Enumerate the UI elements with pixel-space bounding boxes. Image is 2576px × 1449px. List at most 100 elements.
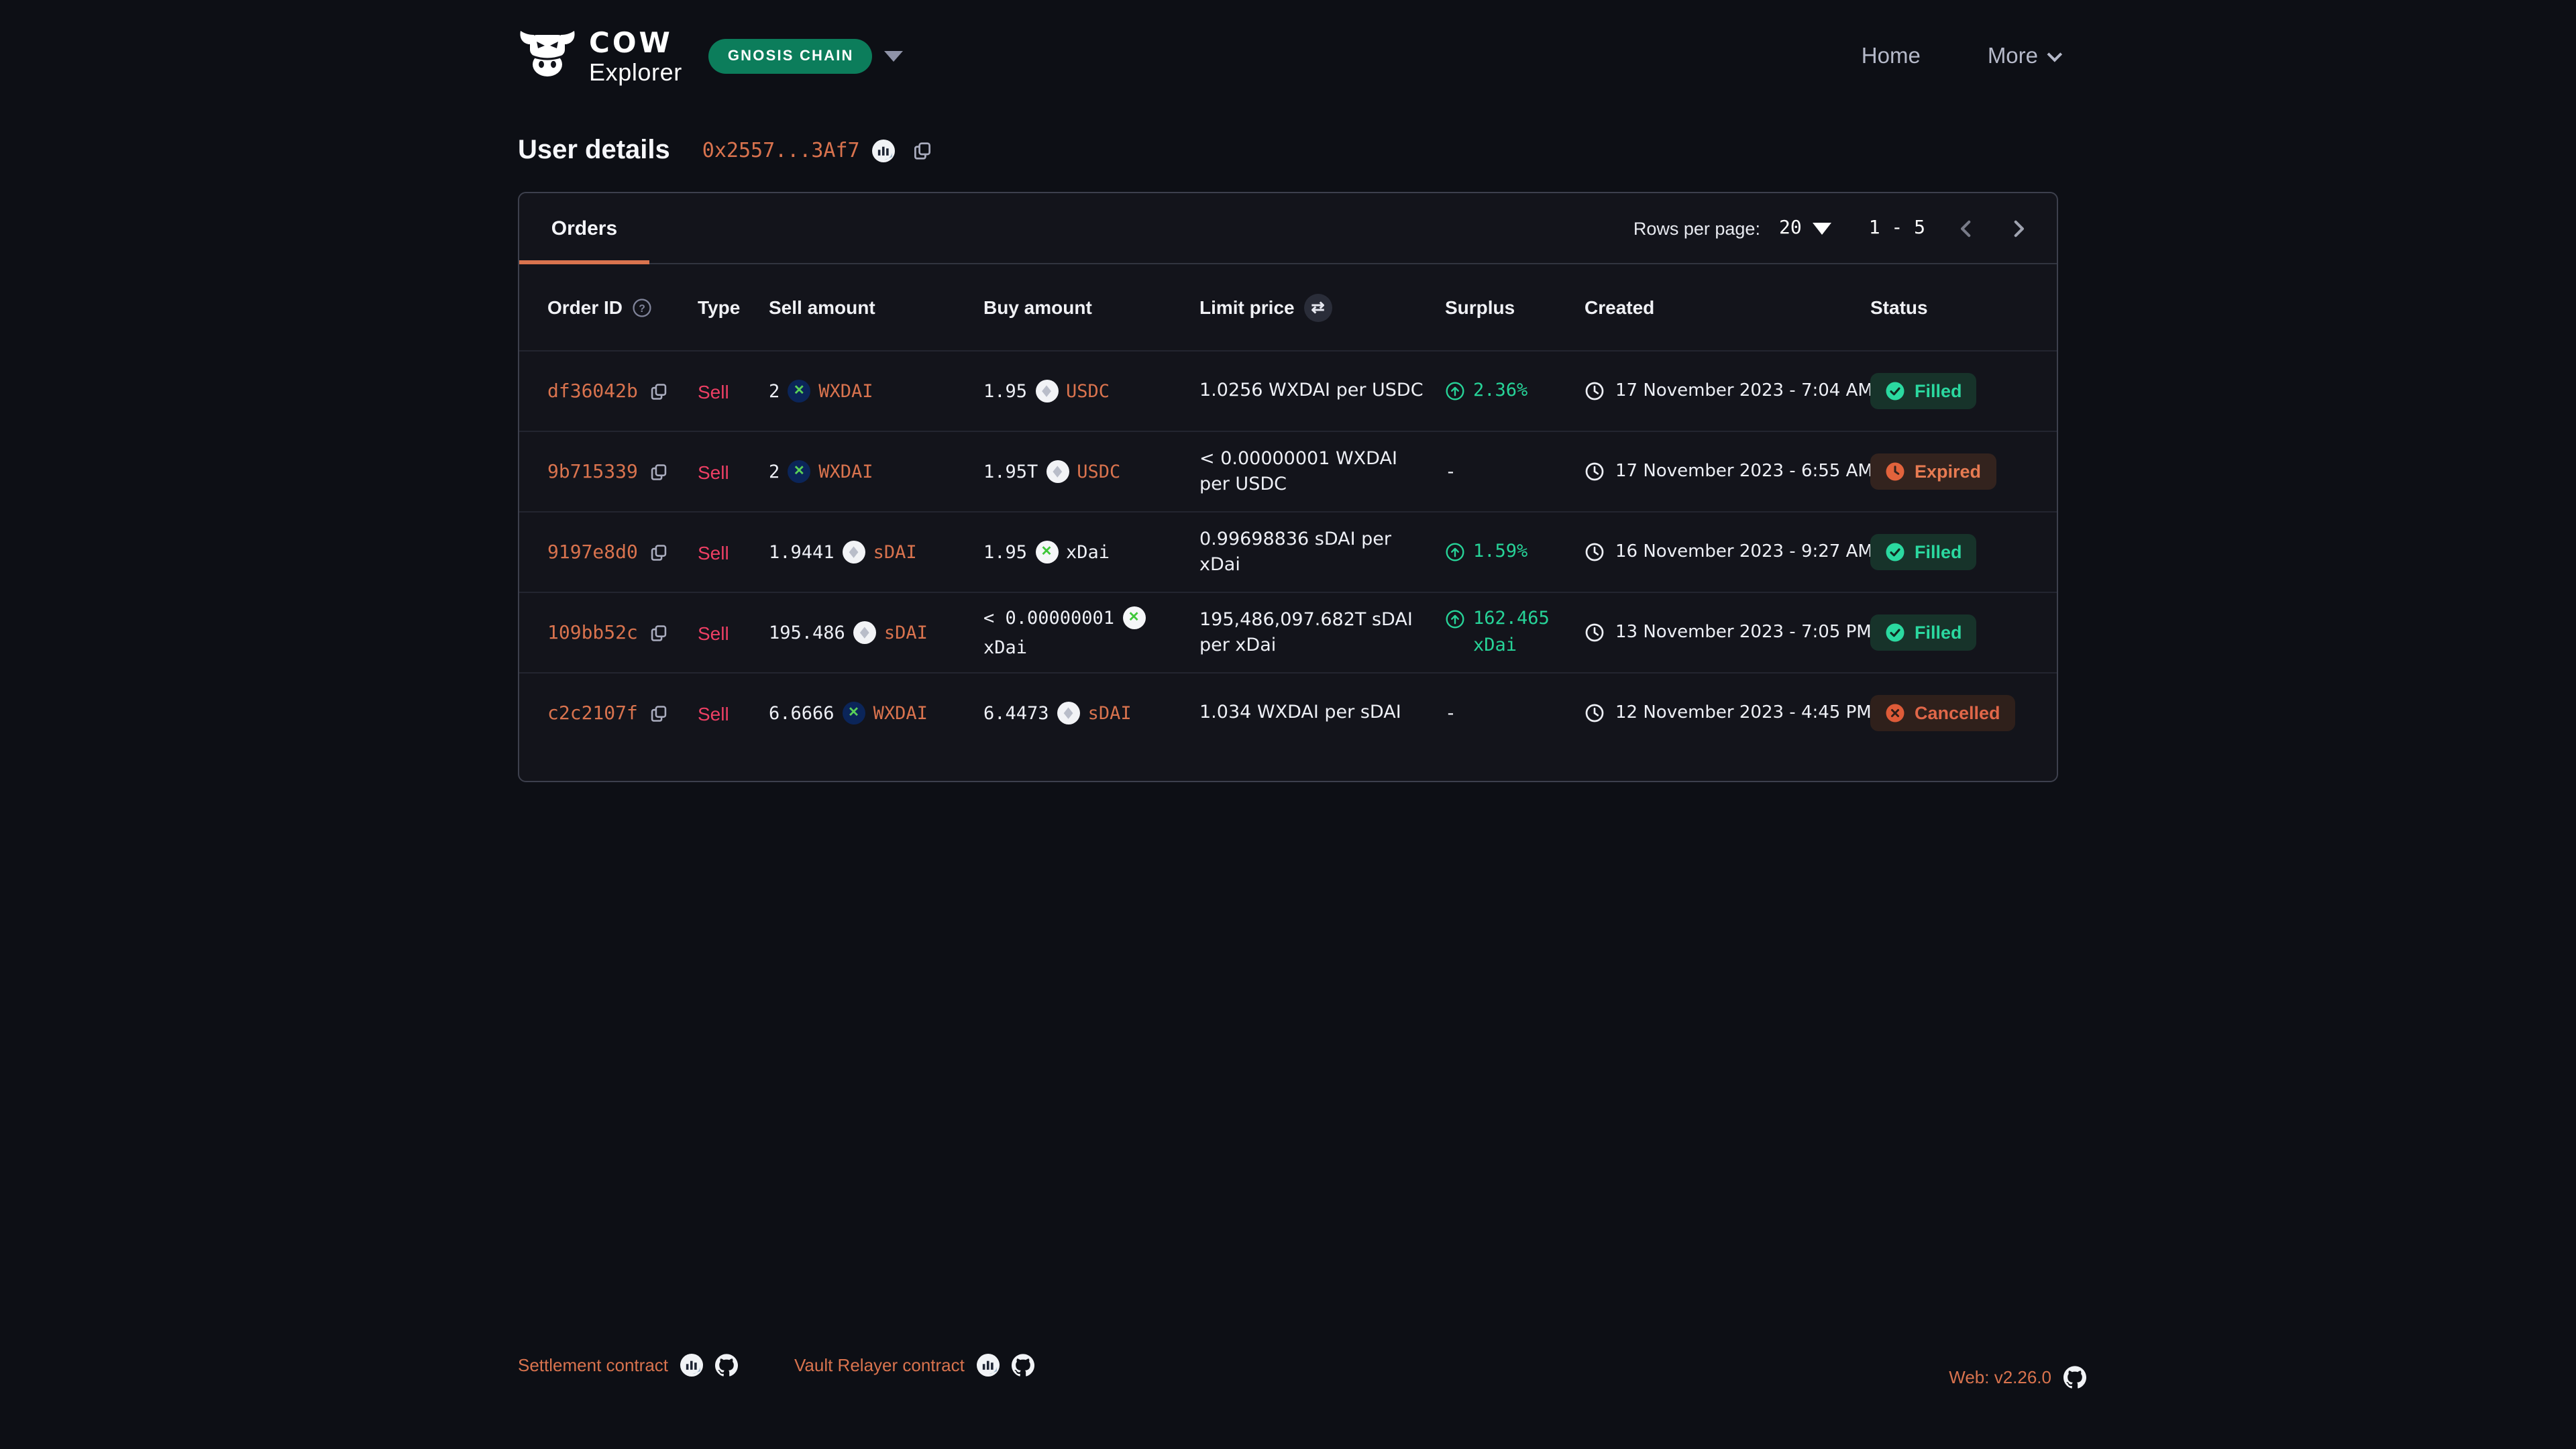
limit-price-cell: 0.99698836 sDAI per xDai <box>1199 528 1392 575</box>
chevron-left-icon[interactable] <box>1955 217 1978 239</box>
order-id-link[interactable]: df36042b <box>547 380 638 402</box>
network-caret-icon[interactable] <box>884 51 904 62</box>
network-selector-button[interactable]: GNOSIS CHAIN <box>708 39 873 74</box>
check-circle-icon <box>1885 542 1905 562</box>
copy-icon[interactable] <box>650 704 669 722</box>
surplus-cell: - <box>1445 702 1585 724</box>
token-link[interactable]: sDAI <box>883 622 928 643</box>
gnosis-token-icon: ✕ <box>842 702 865 724</box>
github-icon[interactable] <box>715 1354 738 1377</box>
amount-value: 2 <box>769 461 780 482</box>
settlement-contract-link[interactable]: Settlement contract <box>518 1355 668 1375</box>
status-badge: Expired <box>1870 453 1996 490</box>
blockscout-icon[interactable] <box>871 139 895 162</box>
table-row: 9b715339 Sell 2 ✕ WXDAI 1.95T ◆ USDC < 0.000… <box>519 431 2057 511</box>
status-label: Filled <box>1915 381 1962 401</box>
surplus-value: 162.465 xDai <box>1473 607 1550 655</box>
copy-address-icon[interactable] <box>912 140 932 160</box>
token-link[interactable]: USDC <box>1077 461 1121 482</box>
brand-name: COW <box>589 26 673 58</box>
generic-token-icon: ◆ <box>1035 380 1059 402</box>
github-icon[interactable] <box>1011 1354 1034 1377</box>
order-type: Sell <box>698 380 729 402</box>
clock-icon <box>1585 623 1605 643</box>
amount-value: 6.6666 <box>769 702 835 724</box>
gnosis-token-icon: ✕ <box>788 460 811 483</box>
created-cell: 13 November 2023 - 7:05 PM <box>1585 623 1872 643</box>
col-buy-amount: Buy amount <box>983 297 1092 318</box>
col-order-id: Order ID <box>547 297 623 318</box>
brand-subtitle: Explorer <box>589 58 682 85</box>
orders-table-body: df36042b Sell 2 ✕ WXDAI 1.95 ◆ USDC 1.0256 W… <box>519 350 2057 753</box>
xdai-token-icon: ✕ <box>1035 541 1059 564</box>
status-badge: Filled <box>1870 373 1977 409</box>
chevron-down-icon <box>2047 46 2063 62</box>
order-id-link[interactable]: 9b715339 <box>547 461 638 482</box>
created-value: 16 November 2023 - 9:27 AM <box>1615 542 1873 562</box>
amount-value: 6.4473 <box>983 702 1049 724</box>
help-circle-icon[interactable]: ? <box>632 297 652 317</box>
order-type: Sell <box>698 461 729 482</box>
token-link[interactable]: USDC <box>1066 380 1110 402</box>
swap-arrows-icon[interactable]: ⇄ <box>1303 293 1332 321</box>
token-name: xDai <box>1066 541 1110 563</box>
chevron-right-icon[interactable] <box>2007 217 2030 239</box>
order-id-link[interactable]: c2c2107f <box>547 702 638 724</box>
surplus-cell: 1.59% <box>1445 539 1585 565</box>
amount-value: 1.9441 <box>769 541 835 563</box>
token-link[interactable]: WXDAI <box>818 461 873 482</box>
token-link[interactable]: WXDAI <box>873 702 928 724</box>
sell-amount-cell: 2 ✕ WXDAI <box>769 460 983 483</box>
tab-orders[interactable]: Orders <box>519 193 649 264</box>
token-link[interactable]: sDAI <box>1087 702 1132 724</box>
generic-token-icon: ◆ <box>1057 702 1080 724</box>
github-icon[interactable] <box>2063 1366 2086 1389</box>
main-nav: Home More <box>1861 44 2063 69</box>
surplus-cell: 162.465 xDai <box>1445 606 1585 659</box>
clock-icon <box>1585 542 1605 562</box>
cow-explorer-logo[interactable]: COW Explorer <box>518 26 682 85</box>
copy-icon[interactable] <box>650 623 669 642</box>
token-link[interactable]: sDAI <box>873 541 917 563</box>
table-row: df36042b Sell 2 ✕ WXDAI 1.95 ◆ USDC 1.0256 W… <box>519 350 2057 431</box>
copy-icon[interactable] <box>650 382 669 400</box>
surplus-value: 2.36% <box>1473 379 1528 401</box>
amount-value: 195.486 <box>769 622 845 643</box>
order-id-link[interactable]: 9197e8d0 <box>547 541 638 563</box>
order-type: Sell <box>698 541 729 563</box>
nav-home[interactable]: Home <box>1861 44 1921 68</box>
blockscout-icon[interactable] <box>680 1354 703 1377</box>
nav-more[interactable]: More <box>1988 44 2063 69</box>
col-surplus: Surplus <box>1445 297 1515 318</box>
status-badge: Filled <box>1870 614 1977 651</box>
copy-icon[interactable] <box>650 543 669 561</box>
surplus-cell: - <box>1445 461 1585 482</box>
clock-circle-icon <box>1885 462 1905 482</box>
created-cell: 17 November 2023 - 7:04 AM <box>1585 381 1873 401</box>
col-limit-price: Limit price <box>1199 297 1295 318</box>
created-value: 12 November 2023 - 4:45 PM <box>1615 703 1872 723</box>
limit-price-cell: 195,486,097.682T sDAI per xDai <box>1199 608 1413 655</box>
token-link[interactable]: WXDAI <box>818 380 873 402</box>
clock-icon <box>1585 703 1605 723</box>
page-footer: Settlement contract Vault Relayer contra… <box>518 1342 2086 1389</box>
copy-icon[interactable] <box>650 462 669 481</box>
user-address-link[interactable]: 0x2557...3Af7 <box>702 138 860 162</box>
table-row: 109bb52c Sell 195.486 ◆ sDAI < 0.00000001 ✕… <box>519 592 2057 672</box>
order-type: Sell <box>698 702 729 724</box>
status-label: Cancelled <box>1915 703 2000 723</box>
blockscout-icon[interactable] <box>976 1354 1000 1377</box>
buy-amount-cell: 1.95 ◆ USDC <box>983 380 1199 402</box>
vault-relayer-contract-link[interactable]: Vault Relayer contract <box>794 1355 965 1375</box>
sell-amount-cell: 6.6666 ✕ WXDAI <box>769 702 983 724</box>
col-created: Created <box>1585 297 1655 318</box>
rows-per-page-select[interactable]: 20 <box>1779 217 1831 239</box>
status-badge: Filled <box>1870 534 1977 570</box>
order-id-link[interactable]: 109bb52c <box>547 622 638 643</box>
web-version-link[interactable]: Web: v2.26.0 <box>1949 1367 2051 1387</box>
x-circle-icon <box>1885 703 1905 723</box>
top-header: COW Explorer GNOSIS CHAIN Home More <box>0 0 2576 113</box>
created-value: 17 November 2023 - 7:04 AM <box>1615 381 1873 401</box>
generic-token-icon: ◆ <box>1046 460 1069 483</box>
generic-token-icon: ◆ <box>853 621 876 644</box>
